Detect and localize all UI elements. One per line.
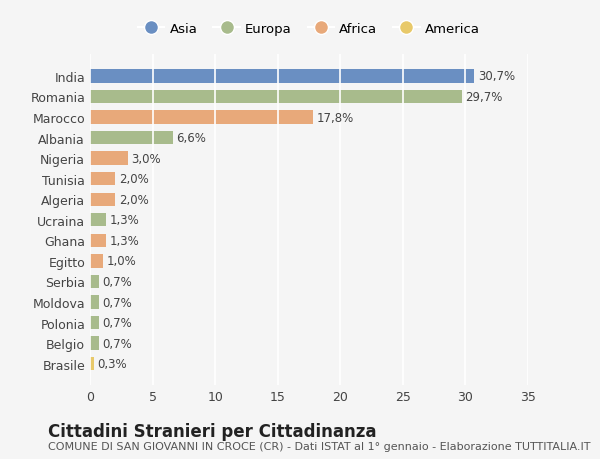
Bar [90,255,103,268]
Text: 0,7%: 0,7% [103,275,132,288]
Bar [90,70,474,84]
Bar [90,296,99,309]
Bar [90,337,99,350]
Text: 1,3%: 1,3% [110,214,140,227]
Bar [90,111,313,124]
Text: 2,0%: 2,0% [119,193,149,206]
Bar [90,193,115,207]
Text: Cittadini Stranieri per Cittadinanza: Cittadini Stranieri per Cittadinanza [48,422,377,440]
Text: 2,0%: 2,0% [119,173,149,186]
Bar [90,213,106,227]
Text: COMUNE DI SAN GIOVANNI IN CROCE (CR) - Dati ISTAT al 1° gennaio - Elaborazione T: COMUNE DI SAN GIOVANNI IN CROCE (CR) - D… [48,441,590,451]
Text: 17,8%: 17,8% [317,111,354,124]
Legend: Asia, Europa, Africa, America: Asia, Europa, Africa, America [134,19,484,39]
Bar [90,132,173,145]
Bar [90,275,99,289]
Text: 3,0%: 3,0% [131,152,161,165]
Bar [90,316,99,330]
Text: 30,7%: 30,7% [478,70,515,83]
Text: 0,7%: 0,7% [103,316,132,330]
Bar [90,357,94,370]
Text: 1,0%: 1,0% [106,255,136,268]
Text: 6,6%: 6,6% [176,132,206,145]
Text: 29,7%: 29,7% [466,91,503,104]
Bar [90,152,128,165]
Bar [90,173,115,186]
Bar [90,90,461,104]
Text: 1,3%: 1,3% [110,235,140,247]
Text: 0,7%: 0,7% [103,337,132,350]
Text: 0,3%: 0,3% [98,358,127,370]
Bar [90,234,106,247]
Text: 0,7%: 0,7% [103,296,132,309]
